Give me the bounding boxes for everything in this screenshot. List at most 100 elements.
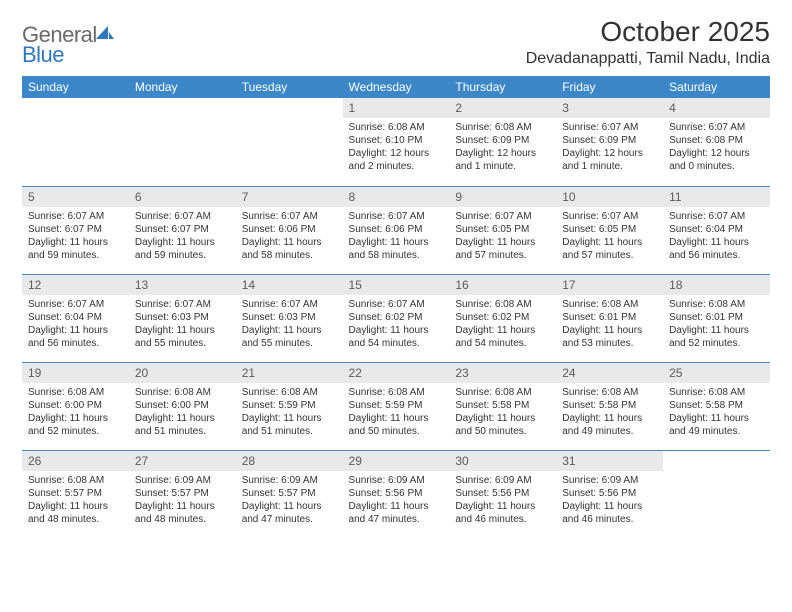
sunset-text: Sunset: 5:57 PM — [242, 487, 337, 500]
daylight-text: Daylight: 11 hours and 56 minutes. — [28, 324, 123, 350]
sunset-text: Sunset: 6:10 PM — [349, 134, 444, 147]
day-number: 7 — [236, 187, 343, 207]
daylight-text: Daylight: 11 hours and 56 minutes. — [669, 236, 764, 262]
sunset-text: Sunset: 5:58 PM — [669, 399, 764, 412]
day-details: Sunrise: 6:07 AMSunset: 6:05 PMDaylight:… — [449, 207, 556, 264]
calendar-row: 26Sunrise: 6:08 AMSunset: 5:57 PMDayligh… — [22, 450, 770, 538]
daylight-text: Daylight: 11 hours and 50 minutes. — [349, 412, 444, 438]
sunset-text: Sunset: 6:03 PM — [242, 311, 337, 324]
day-details: Sunrise: 6:09 AMSunset: 5:56 PMDaylight:… — [556, 471, 663, 528]
day-details: Sunrise: 6:08 AMSunset: 6:02 PMDaylight:… — [449, 295, 556, 352]
sunset-text: Sunset: 6:03 PM — [135, 311, 230, 324]
day-number: 22 — [343, 363, 450, 383]
calendar-cell: 14Sunrise: 6:07 AMSunset: 6:03 PMDayligh… — [236, 274, 343, 362]
calendar-cell — [129, 98, 236, 186]
sunset-text: Sunset: 6:07 PM — [135, 223, 230, 236]
calendar-cell: 2Sunrise: 6:08 AMSunset: 6:09 PMDaylight… — [449, 98, 556, 186]
sunrise-text: Sunrise: 6:08 AM — [242, 386, 337, 399]
calendar-cell: 4Sunrise: 6:07 AMSunset: 6:08 PMDaylight… — [663, 98, 770, 186]
calendar-cell: 20Sunrise: 6:08 AMSunset: 6:00 PMDayligh… — [129, 362, 236, 450]
daylight-text: Daylight: 11 hours and 55 minutes. — [135, 324, 230, 350]
weekday-heading: Friday — [556, 76, 663, 98]
sunrise-text: Sunrise: 6:07 AM — [135, 298, 230, 311]
day-details — [22, 116, 129, 121]
day-details: Sunrise: 6:08 AMSunset: 5:57 PMDaylight:… — [22, 471, 129, 528]
day-details — [663, 469, 770, 474]
weekday-heading: Saturday — [663, 76, 770, 98]
weekday-heading: Monday — [129, 76, 236, 98]
sunset-text: Sunset: 6:04 PM — [28, 311, 123, 324]
brand-logo: General Blue — [22, 22, 113, 68]
daylight-text: Daylight: 12 hours and 2 minutes. — [349, 147, 444, 173]
calendar-cell: 28Sunrise: 6:09 AMSunset: 5:57 PMDayligh… — [236, 450, 343, 538]
day-details: Sunrise: 6:08 AMSunset: 5:58 PMDaylight:… — [663, 383, 770, 440]
day-number: 25 — [663, 363, 770, 383]
sunset-text: Sunset: 6:08 PM — [669, 134, 764, 147]
day-number — [22, 98, 129, 116]
calendar-cell: 24Sunrise: 6:08 AMSunset: 5:58 PMDayligh… — [556, 362, 663, 450]
day-number: 3 — [556, 98, 663, 118]
day-number: 27 — [129, 451, 236, 471]
sunset-text: Sunset: 5:56 PM — [349, 487, 444, 500]
day-number: 26 — [22, 451, 129, 471]
day-number: 28 — [236, 451, 343, 471]
sunset-text: Sunset: 5:59 PM — [349, 399, 444, 412]
calendar-cell: 3Sunrise: 6:07 AMSunset: 6:09 PMDaylight… — [556, 98, 663, 186]
day-details: Sunrise: 6:08 AMSunset: 5:59 PMDaylight:… — [236, 383, 343, 440]
sunrise-text: Sunrise: 6:07 AM — [28, 298, 123, 311]
sunrise-text: Sunrise: 6:07 AM — [242, 210, 337, 223]
day-details: Sunrise: 6:09 AMSunset: 5:56 PMDaylight:… — [343, 471, 450, 528]
sunset-text: Sunset: 6:00 PM — [28, 399, 123, 412]
day-details: Sunrise: 6:08 AMSunset: 5:58 PMDaylight:… — [449, 383, 556, 440]
day-number: 31 — [556, 451, 663, 471]
daylight-text: Daylight: 11 hours and 53 minutes. — [562, 324, 657, 350]
sunset-text: Sunset: 5:56 PM — [562, 487, 657, 500]
day-details: Sunrise: 6:07 AMSunset: 6:07 PMDaylight:… — [129, 207, 236, 264]
sunset-text: Sunset: 6:09 PM — [455, 134, 550, 147]
day-number — [663, 451, 770, 469]
month-title: October 2025 — [526, 16, 770, 48]
calendar-cell: 11Sunrise: 6:07 AMSunset: 6:04 PMDayligh… — [663, 186, 770, 274]
day-details: Sunrise: 6:07 AMSunset: 6:03 PMDaylight:… — [236, 295, 343, 352]
daylight-text: Daylight: 11 hours and 48 minutes. — [135, 500, 230, 526]
daylight-text: Daylight: 11 hours and 52 minutes. — [669, 324, 764, 350]
calendar-cell: 21Sunrise: 6:08 AMSunset: 5:59 PMDayligh… — [236, 362, 343, 450]
calendar-cell: 8Sunrise: 6:07 AMSunset: 6:06 PMDaylight… — [343, 186, 450, 274]
weekday-heading: Wednesday — [343, 76, 450, 98]
sunrise-text: Sunrise: 6:07 AM — [669, 210, 764, 223]
weekday-heading: Sunday — [22, 76, 129, 98]
sunset-text: Sunset: 6:02 PM — [349, 311, 444, 324]
sunrise-text: Sunrise: 6:08 AM — [349, 121, 444, 134]
daylight-text: Daylight: 11 hours and 55 minutes. — [242, 324, 337, 350]
daylight-text: Daylight: 11 hours and 57 minutes. — [455, 236, 550, 262]
sunset-text: Sunset: 5:57 PM — [28, 487, 123, 500]
daylight-text: Daylight: 11 hours and 54 minutes. — [349, 324, 444, 350]
daylight-text: Daylight: 11 hours and 47 minutes. — [242, 500, 337, 526]
daylight-text: Daylight: 11 hours and 47 minutes. — [349, 500, 444, 526]
day-number: 16 — [449, 275, 556, 295]
day-details: Sunrise: 6:08 AMSunset: 6:00 PMDaylight:… — [22, 383, 129, 440]
title-block: October 2025 Devadanappatti, Tamil Nadu,… — [526, 16, 770, 68]
day-number: 20 — [129, 363, 236, 383]
sunrise-text: Sunrise: 6:07 AM — [562, 210, 657, 223]
calendar-row: 1Sunrise: 6:08 AMSunset: 6:10 PMDaylight… — [22, 98, 770, 186]
daylight-text: Daylight: 11 hours and 59 minutes. — [28, 236, 123, 262]
calendar-cell: 7Sunrise: 6:07 AMSunset: 6:06 PMDaylight… — [236, 186, 343, 274]
daylight-text: Daylight: 11 hours and 51 minutes. — [135, 412, 230, 438]
sunset-text: Sunset: 6:00 PM — [135, 399, 230, 412]
weekday-heading: Tuesday — [236, 76, 343, 98]
brand-name-2: Blue — [22, 42, 64, 68]
day-details: Sunrise: 6:08 AMSunset: 6:00 PMDaylight:… — [129, 383, 236, 440]
daylight-text: Daylight: 12 hours and 1 minute. — [562, 147, 657, 173]
sunset-text: Sunset: 6:09 PM — [562, 134, 657, 147]
calendar-cell: 23Sunrise: 6:08 AMSunset: 5:58 PMDayligh… — [449, 362, 556, 450]
day-details: Sunrise: 6:08 AMSunset: 5:59 PMDaylight:… — [343, 383, 450, 440]
sunrise-text: Sunrise: 6:07 AM — [242, 298, 337, 311]
sunset-text: Sunset: 6:06 PM — [349, 223, 444, 236]
daylight-text: Daylight: 11 hours and 52 minutes. — [28, 412, 123, 438]
sunset-text: Sunset: 6:07 PM — [28, 223, 123, 236]
sunrise-text: Sunrise: 6:07 AM — [349, 210, 444, 223]
day-details: Sunrise: 6:08 AMSunset: 6:01 PMDaylight:… — [556, 295, 663, 352]
sunrise-text: Sunrise: 6:08 AM — [562, 298, 657, 311]
sunrise-text: Sunrise: 6:08 AM — [669, 298, 764, 311]
